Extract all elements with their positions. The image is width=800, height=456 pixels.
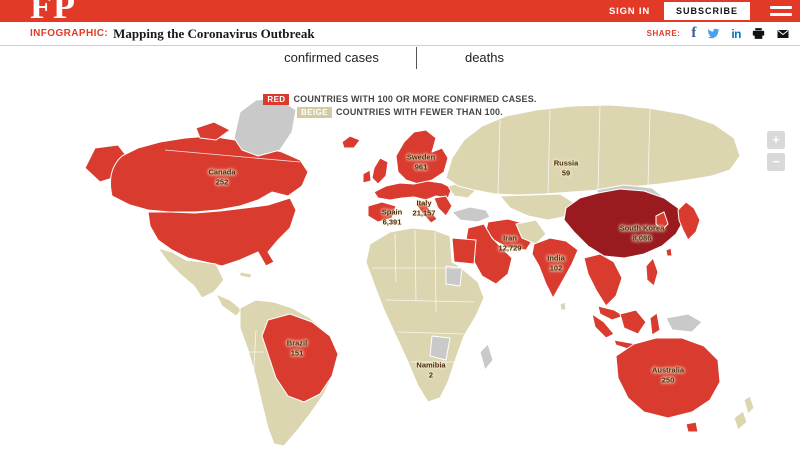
share-bar: SHARE: f in: [647, 26, 790, 41]
twitter-icon[interactable]: [707, 27, 720, 40]
landmass-brazil[interactable]: [261, 313, 339, 403]
landmass-new-guinea[interactable]: [665, 313, 703, 333]
landmass-scandinavia[interactable]: [395, 129, 449, 185]
landmass-india[interactable]: [531, 237, 579, 299]
email-icon[interactable]: [776, 28, 790, 40]
legend-beige-swatch: BEIGE: [297, 107, 332, 118]
article-header: INFOGRAPHIC: Mapping the Coronavirus Out…: [0, 22, 800, 46]
page-title: Mapping the Coronavirus Outbreak: [113, 25, 315, 41]
landmass-iceland[interactable]: [341, 135, 361, 149]
landmass-new-zealand[interactable]: [743, 395, 755, 415]
landmass-philippines[interactable]: [645, 257, 659, 287]
legend-red-text: COUNTRIES WITH 100 OR MORE CONFIRMED CAS…: [293, 94, 537, 104]
top-nav-bar: FP SIGN IN SUBSCRIBE: [0, 0, 800, 22]
landmass-australia[interactable]: [615, 337, 721, 419]
legend-beige-text: COUNTRIES WITH FEWER THAN 100.: [335, 107, 503, 117]
map-zoom-controls: + −: [767, 131, 785, 171]
landmass-madagascar[interactable]: [479, 343, 494, 371]
landmass-borneo[interactable]: [619, 309, 647, 335]
landmass-egypt[interactable]: [451, 237, 477, 265]
linkedin-icon[interactable]: in: [731, 26, 741, 41]
landmass-arctic-island[interactable]: [195, 121, 231, 141]
zoom-out-button[interactable]: −: [767, 153, 785, 171]
infographic-kicker: INFOGRAPHIC:: [30, 28, 109, 39]
landmass-taiwan[interactable]: [665, 247, 673, 257]
landmass-turkey[interactable]: [451, 206, 491, 223]
landmass-greenland[interactable]: [233, 97, 297, 157]
landmass-usa[interactable]: [147, 197, 297, 267]
tab-divider: [415, 47, 417, 69]
print-icon[interactable]: [752, 27, 765, 40]
landmass-sri-lanka[interactable]: [559, 301, 567, 311]
landmass-sulawesi[interactable]: [649, 312, 661, 336]
landmass-central-america[interactable]: [215, 293, 243, 317]
landmass-malaysia[interactable]: [597, 305, 625, 321]
legend-red-swatch: RED: [263, 94, 290, 105]
landmass-central-europe[interactable]: [373, 180, 453, 201]
landmass-sumatra[interactable]: [591, 313, 615, 339]
share-label: SHARE:: [646, 29, 681, 38]
landmass-japan[interactable]: [677, 201, 701, 241]
menu-icon[interactable]: [770, 6, 792, 16]
facebook-icon[interactable]: f: [691, 25, 697, 41]
zoom-in-button[interactable]: +: [767, 131, 785, 149]
landmass-zambia[interactable]: [429, 335, 451, 361]
landmass-tasmania[interactable]: [685, 421, 699, 433]
landmass-china[interactable]: [563, 188, 685, 259]
landmass-cuba[interactable]: [239, 271, 253, 279]
landmass-indochina[interactable]: [583, 253, 623, 307]
landmass-italy[interactable]: [415, 200, 438, 224]
fp-logo[interactable]: FP: [30, 0, 76, 22]
landmass-new-zealand[interactable]: [733, 410, 748, 431]
landmass-sudan[interactable]: [445, 265, 463, 287]
landmass-spain[interactable]: [367, 201, 397, 223]
subscribe-button[interactable]: SUBSCRIBE: [663, 2, 750, 20]
tab-deaths[interactable]: deaths: [464, 50, 505, 65]
landmass-uk[interactable]: [371, 157, 389, 185]
landmass-ireland[interactable]: [362, 169, 372, 184]
landmass-afghanistan-pakistan[interactable]: [515, 219, 547, 245]
country-borders: [164, 105, 651, 401]
landmass-balkans[interactable]: [433, 195, 453, 217]
sign-in-link[interactable]: SIGN IN: [609, 5, 650, 17]
tab-confirmed-cases[interactable]: confirmed cases: [284, 50, 379, 65]
landmass-korea[interactable]: [655, 211, 669, 231]
map-tabs: confirmed cases deaths: [0, 46, 800, 70]
landmass-mexico[interactable]: [157, 247, 225, 299]
map-legend: RED COUNTRIES WITH 100 OR MORE CONFIRMED …: [0, 94, 800, 120]
